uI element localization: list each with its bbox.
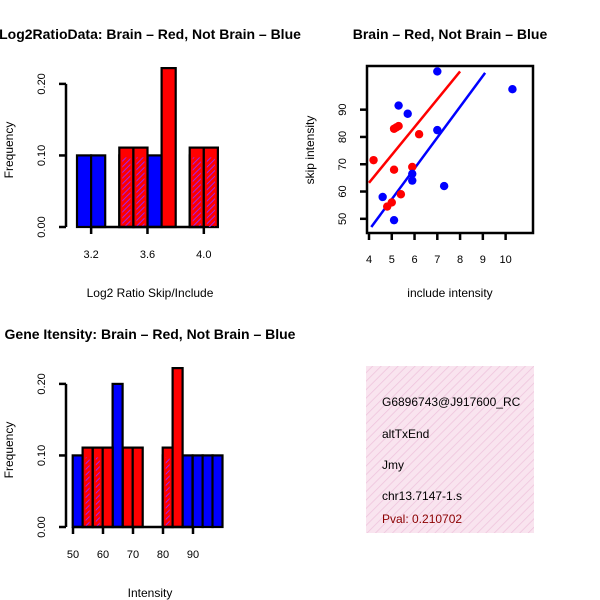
scatter-x-tick-label: 5 [389, 254, 395, 266]
intensity-histogram-bar-brain [131, 446, 144, 529]
scatter-x-tick-label: 4 [366, 254, 372, 266]
scatter-y-tick-label: 90 [337, 104, 349, 116]
scatter-x-tick-label: 7 [434, 254, 440, 266]
intensity-histogram-bar-brain [171, 367, 184, 529]
scatter-point-brain [396, 190, 406, 199]
intensity-histogram-bar-brain [101, 446, 114, 529]
intensity-histogram-overlap-hatch [85, 457, 90, 527]
ratio-histogram-y-tick-label: 0.20 [36, 73, 48, 94]
ratio-histogram-title: Log2RatioData: Brain – Red, Not Brain – … [0, 26, 301, 42]
intensity-histogram-x-tick-label: 80 [157, 549, 169, 561]
intensity-histogram-bar-not-brain [191, 454, 204, 529]
event-type-text: altTxEnd [382, 427, 429, 441]
scatter-y-tick-label: 70 [337, 158, 349, 170]
ratio-histogram-overlap-hatch [122, 157, 131, 227]
scatter-clip [368, 67, 517, 228]
intensity-histogram-x-tick-label: 90 [187, 549, 199, 561]
scatter-x-tick-label: 6 [411, 254, 417, 266]
ratio-histogram-bar-not-brain [75, 154, 93, 229]
intensity-histogram-bars [71, 367, 224, 529]
gene-name-text: Jmy [382, 458, 404, 472]
scatter-point-not-brain [508, 84, 517, 94]
scatter-y-tick-label: 80 [337, 131, 349, 143]
info-panel-background [366, 366, 534, 533]
scatter-point-not-brain [403, 109, 412, 118]
ratio-histogram-x-tick-label: 3.2 [83, 249, 98, 261]
scatter-point-not-brain [389, 215, 399, 225]
scatter-plot-frame [365, 64, 535, 235]
intensity-histogram-x-tick-label: 50 [67, 549, 79, 561]
intensity-histogram-xlabel: Intensity [128, 586, 173, 600]
scatter-plot-area [368, 67, 517, 228]
info-panel: G6896743@J917600_RC altTxEnd Jmy chr13.7… [366, 366, 534, 533]
scatter-axes: 4 5 6 7 8 9 10 50 60 70 80 90 [337, 104, 512, 266]
scatter-y-tick-label: 60 [337, 185, 349, 197]
intensity-histogram-bar-not-brain [71, 454, 84, 529]
scatter-xlabel: include intensity [407, 286, 492, 300]
ratio-histogram-bar-not-brain [89, 154, 107, 229]
ratio-histogram-bar-not-brain [146, 154, 163, 229]
info-panel-clip: G6896743@J917600_RC altTxEnd Jmy chr13.7… [382, 395, 521, 526]
scatter-panel: Brain – Red, Not Brain – Blue 4 5 6 7 8 9 10 50… [303, 26, 547, 300]
intensity-histogram-bar-not-brain [211, 454, 224, 529]
intensity-histogram-y-tick-label: 0.20 [36, 373, 48, 394]
ratio-histogram-panel: Log2RatioData: Brain – Red, Not Brain – … [0, 26, 301, 300]
scatter-point-not-brain [439, 181, 449, 191]
scatter-x-tick-label: 8 [457, 254, 463, 266]
ratio-histogram-ylabel: Frequency [2, 122, 16, 179]
intensity-histogram-axes: 50 60 70 80 90 0.00 0.10 0.20 [36, 373, 199, 561]
intensity-histogram-bar-not-brain [111, 382, 124, 529]
scatter-fit-line-brain [368, 70, 462, 184]
ratio-histogram-y-tick-label: 0.10 [36, 145, 48, 166]
intensity-histogram-bar-brain [121, 446, 134, 529]
location-text: chr13.7147-1.s [382, 489, 462, 503]
scatter-point-brain [369, 155, 378, 165]
ratio-histogram-x-tick-label: 3.6 [140, 249, 155, 261]
scatter-title: Brain – Red, Not Brain – Blue [353, 26, 548, 42]
intensity-histogram-x-tick-label: 60 [97, 549, 109, 561]
ratio-histogram-overlap-hatch [206, 157, 215, 227]
scatter-point-not-brain [433, 67, 442, 76]
ratio-histogram-y-tick-label: 0.00 [36, 216, 48, 237]
intensity-histogram-y-tick-label: 0.00 [36, 516, 48, 537]
ratio-histogram-overlap-hatch [136, 157, 145, 227]
scatter-point-not-brain [378, 192, 387, 202]
intensity-histogram-overlap-hatch [165, 457, 170, 527]
event-id-text: G6896743@J917600_RC [382, 395, 521, 409]
intensity-histogram-title: Gene Itensity: Brain – Red, Not Brain – … [5, 326, 296, 342]
pval-text: Pval: 0.210702 [382, 512, 462, 526]
intensity-histogram-bar-not-brain [181, 454, 194, 529]
scatter-point-brain [408, 162, 417, 172]
scatter-x-tick-label: 10 [499, 254, 511, 266]
scatter-point-brain [414, 130, 424, 139]
ratio-histogram-bars [75, 66, 220, 229]
ratio-histogram-xlabel: Log2 Ratio Skip/Include [87, 286, 214, 300]
intensity-histogram-panel: Gene Itensity: Brain – Red, Not Brain – … [2, 326, 296, 600]
ratio-histogram-overlap-hatch [192, 157, 201, 227]
ratio-histogram-bar-brain [160, 66, 177, 229]
intensity-histogram-overlap-hatch [95, 457, 100, 527]
intensity-histogram-ylabel: Frequency [2, 422, 16, 479]
intensity-histogram-x-tick-label: 70 [127, 549, 139, 561]
scatter-point-not-brain [394, 101, 403, 110]
intensity-histogram-bar-not-brain [201, 454, 214, 529]
scatter-point-not-brain [433, 125, 442, 135]
ratio-histogram-axes: 3.2 3.6 4.0 0.00 0.10 0.20 [36, 73, 211, 261]
scatter-point-brain [394, 121, 403, 131]
scatter-x-tick-label: 9 [480, 254, 486, 266]
scatter-point-brain [387, 198, 396, 207]
ratio-histogram-x-tick-label: 4.0 [196, 249, 211, 261]
intensity-histogram-y-tick-label: 0.10 [36, 445, 48, 466]
scatter-y-tick-label: 50 [337, 213, 349, 225]
scatter-point-brain [389, 165, 399, 174]
scatter-point-not-brain [408, 176, 417, 185]
scatter-ylabel: skip intensity [303, 116, 317, 185]
scatter-point-not-brain [408, 169, 417, 178]
